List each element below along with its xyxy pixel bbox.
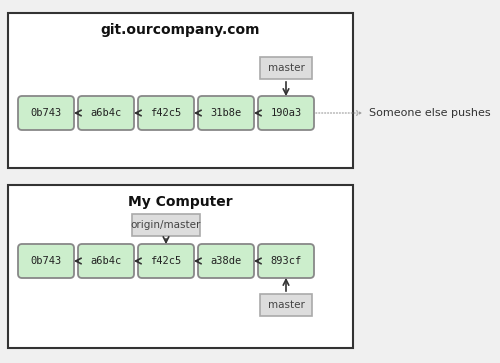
Text: origin/master: origin/master	[131, 220, 201, 230]
FancyBboxPatch shape	[138, 244, 194, 278]
Text: Someone else pushes: Someone else pushes	[369, 108, 490, 118]
FancyBboxPatch shape	[18, 244, 74, 278]
FancyBboxPatch shape	[260, 57, 312, 79]
Text: a38de: a38de	[210, 256, 242, 266]
Text: 190a3: 190a3	[270, 108, 302, 118]
FancyBboxPatch shape	[198, 96, 254, 130]
Text: f42c5: f42c5	[150, 108, 182, 118]
FancyBboxPatch shape	[198, 244, 254, 278]
FancyBboxPatch shape	[78, 96, 134, 130]
Text: My Computer: My Computer	[128, 195, 233, 209]
Text: f42c5: f42c5	[150, 256, 182, 266]
Text: master: master	[268, 63, 304, 73]
Text: 0b743: 0b743	[30, 108, 62, 118]
FancyBboxPatch shape	[258, 96, 314, 130]
FancyBboxPatch shape	[258, 244, 314, 278]
Text: git.ourcompany.com: git.ourcompany.com	[101, 23, 260, 37]
Text: a6b4c: a6b4c	[90, 256, 122, 266]
Text: master: master	[268, 300, 304, 310]
FancyBboxPatch shape	[260, 294, 312, 316]
Text: 31b8e: 31b8e	[210, 108, 242, 118]
FancyBboxPatch shape	[132, 214, 200, 236]
FancyBboxPatch shape	[78, 244, 134, 278]
Text: a6b4c: a6b4c	[90, 108, 122, 118]
Text: 0b743: 0b743	[30, 256, 62, 266]
FancyBboxPatch shape	[18, 96, 74, 130]
FancyBboxPatch shape	[8, 185, 353, 348]
Text: 893cf: 893cf	[270, 256, 302, 266]
FancyBboxPatch shape	[8, 13, 353, 168]
FancyBboxPatch shape	[138, 96, 194, 130]
